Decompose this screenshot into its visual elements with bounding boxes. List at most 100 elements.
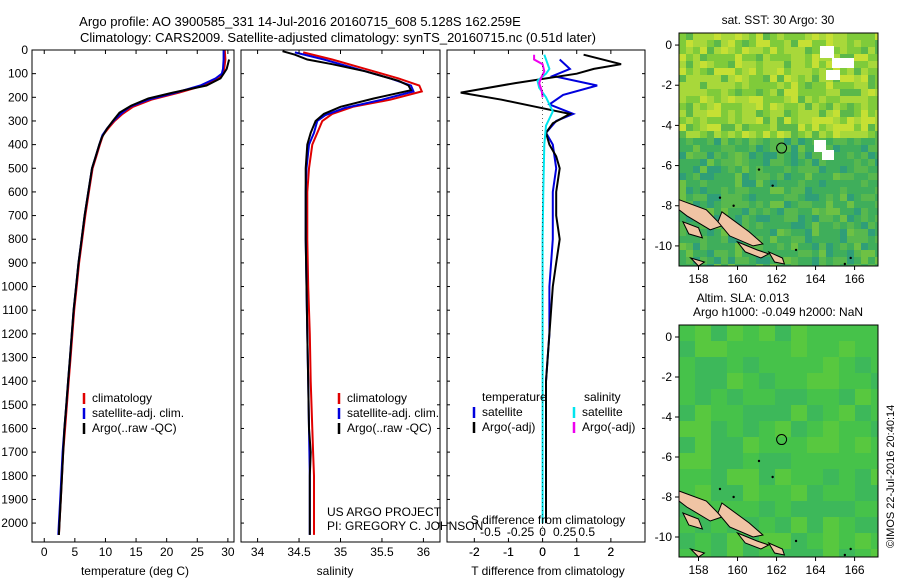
map-cell bbox=[840, 124, 847, 131]
map-cell bbox=[868, 236, 875, 243]
map-cell bbox=[679, 159, 686, 166]
map-cell bbox=[749, 159, 756, 166]
map-cell bbox=[840, 208, 847, 215]
map-cell bbox=[819, 222, 826, 229]
map-cell bbox=[770, 61, 777, 68]
map-cell bbox=[749, 215, 756, 222]
map-cell bbox=[749, 75, 756, 82]
map-cell bbox=[833, 208, 840, 215]
map-cell bbox=[742, 187, 749, 194]
map-cell bbox=[871, 405, 878, 421]
map-cell bbox=[735, 75, 742, 82]
map-cell bbox=[711, 405, 727, 421]
map-cell bbox=[812, 82, 819, 89]
map-cell bbox=[875, 61, 878, 68]
map-cell bbox=[833, 96, 840, 103]
map-cell bbox=[840, 40, 847, 47]
map-cell bbox=[798, 89, 805, 96]
map-cell bbox=[693, 33, 700, 40]
map-cell bbox=[840, 201, 847, 208]
map-cell bbox=[823, 485, 839, 501]
map-cell bbox=[695, 357, 711, 373]
map-cell bbox=[770, 173, 777, 180]
y-tick-label: -4 bbox=[661, 410, 672, 424]
map-cell bbox=[805, 96, 812, 103]
map-cell bbox=[826, 103, 833, 110]
map-cell bbox=[728, 61, 735, 68]
map-cell bbox=[854, 152, 861, 159]
map-cell bbox=[742, 166, 749, 173]
map-cell bbox=[756, 131, 763, 138]
map-cell bbox=[875, 257, 878, 264]
map-cell bbox=[854, 166, 861, 173]
map-cell bbox=[777, 103, 784, 110]
x-tick-label: -2 bbox=[469, 545, 480, 559]
map-cell bbox=[805, 131, 812, 138]
map-cell bbox=[791, 159, 798, 166]
y-tick-label: 1300 bbox=[1, 351, 28, 365]
map-cell bbox=[693, 250, 700, 257]
map-cell bbox=[775, 341, 791, 357]
map-cell bbox=[693, 173, 700, 180]
map-cell bbox=[700, 47, 707, 54]
map-cell bbox=[784, 40, 791, 47]
map-cell bbox=[871, 421, 878, 437]
map-cell bbox=[721, 131, 728, 138]
map-cell bbox=[847, 187, 854, 194]
map-cell bbox=[826, 180, 833, 187]
map-cell bbox=[742, 264, 749, 266]
map-cell bbox=[714, 166, 721, 173]
map-cell bbox=[714, 47, 721, 54]
map-cell bbox=[798, 173, 805, 180]
map-cell bbox=[721, 117, 728, 124]
map-cell bbox=[791, 152, 798, 159]
map-cell bbox=[875, 75, 878, 82]
map-cell bbox=[714, 264, 721, 266]
map-cell bbox=[875, 173, 878, 180]
y-tick-label: 1900 bbox=[1, 492, 28, 506]
map-cell bbox=[679, 47, 686, 54]
map-cell bbox=[812, 33, 819, 40]
map-cell bbox=[840, 75, 847, 82]
map-cell bbox=[826, 138, 833, 145]
map-cell bbox=[714, 96, 721, 103]
map-cell bbox=[784, 96, 791, 103]
map-cell bbox=[826, 33, 833, 40]
map-cell bbox=[721, 236, 728, 243]
map-cell bbox=[756, 236, 763, 243]
map-cell bbox=[693, 117, 700, 124]
map-cell bbox=[714, 138, 721, 145]
map-cell bbox=[749, 138, 756, 145]
x-tick-label: 164 bbox=[806, 563, 826, 577]
map-cell bbox=[819, 124, 826, 131]
map-cell bbox=[847, 75, 854, 82]
map-cell bbox=[784, 124, 791, 131]
map-cell bbox=[819, 33, 826, 40]
map-cell bbox=[861, 138, 868, 145]
map-cell bbox=[833, 33, 840, 40]
map-cell bbox=[711, 325, 727, 341]
map-cell bbox=[693, 103, 700, 110]
y-tick-label: 0 bbox=[665, 38, 672, 52]
map-cell bbox=[826, 40, 833, 47]
map-cell bbox=[749, 124, 756, 131]
island-dot bbox=[718, 487, 722, 491]
map-cell bbox=[759, 437, 775, 453]
map-cell bbox=[775, 533, 791, 549]
map-cell bbox=[742, 152, 749, 159]
y-tick-label: 2000 bbox=[1, 516, 28, 530]
map-cell bbox=[791, 257, 798, 264]
legend-label: satellite bbox=[482, 405, 523, 419]
map-cell bbox=[679, 82, 686, 89]
island-dot bbox=[843, 262, 847, 266]
map-cell bbox=[763, 264, 770, 266]
map-cell bbox=[693, 187, 700, 194]
series-line-temperature-satellite bbox=[544, 58, 598, 524]
map-cell bbox=[791, 68, 798, 75]
map-cell bbox=[833, 40, 840, 47]
map-cell bbox=[805, 47, 812, 54]
map-cell bbox=[714, 61, 721, 68]
map-cell bbox=[727, 389, 743, 405]
map-cell bbox=[693, 68, 700, 75]
map-cell bbox=[763, 222, 770, 229]
